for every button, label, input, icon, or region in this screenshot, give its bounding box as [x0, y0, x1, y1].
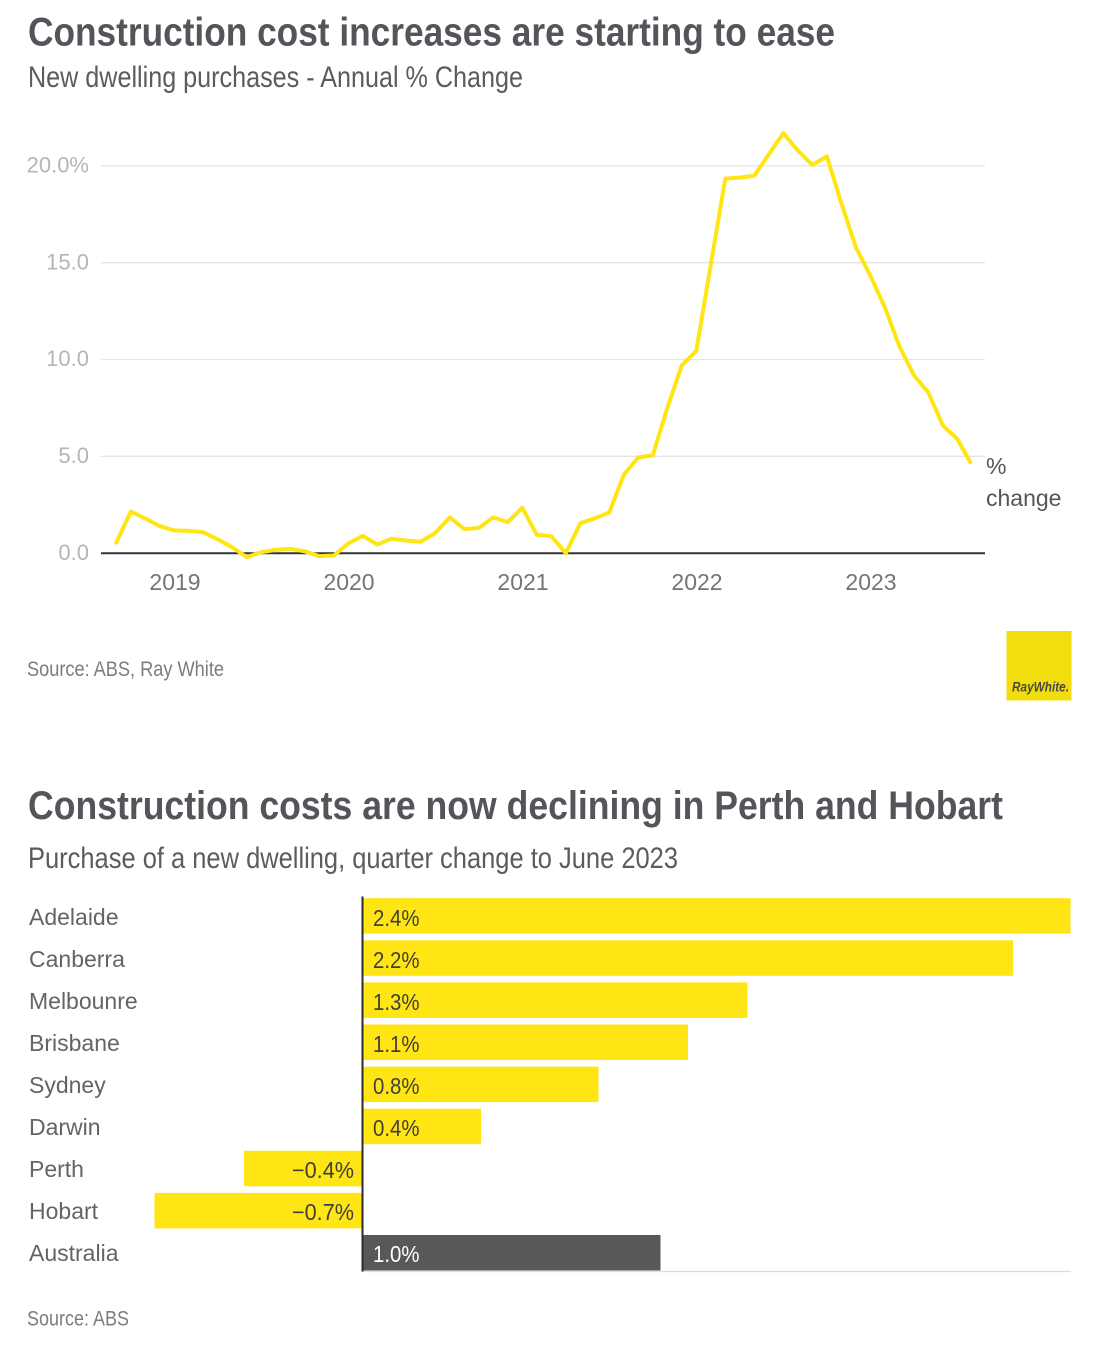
svg-text:0.8%: 0.8% [373, 1073, 420, 1099]
svg-text:%: % [986, 453, 1006, 479]
svg-text:0.4%: 0.4% [373, 1115, 420, 1141]
svg-text:Sydney: Sydney [29, 1072, 106, 1098]
svg-text:New dwelling purchases - Annua: New dwelling purchases - Annual % Change [28, 61, 523, 94]
svg-text:0.0: 0.0 [58, 540, 89, 565]
svg-text:2019: 2019 [149, 569, 200, 595]
svg-text:Hobart: Hobart [29, 1198, 99, 1224]
svg-text:Source: ABS: Source: ABS [27, 1308, 129, 1331]
svg-text:−0.4%: −0.4% [292, 1157, 354, 1183]
svg-text:Construction cost increases ar: Construction cost increases are starting… [28, 11, 835, 55]
svg-text:1.1%: 1.1% [373, 1031, 420, 1057]
svg-text:Darwin: Darwin [29, 1114, 101, 1140]
svg-text:change: change [986, 485, 1061, 511]
svg-text:Perth: Perth [29, 1156, 84, 1182]
svg-text:1.3%: 1.3% [373, 989, 420, 1015]
svg-text:15.0: 15.0 [46, 249, 89, 274]
svg-text:Source: ABS, Ray White: Source: ABS, Ray White [27, 658, 224, 681]
svg-text:Adelaide: Adelaide [29, 904, 119, 930]
svg-text:Purchase of a new dwelling, qu: Purchase of a new dwelling, quarter chan… [28, 842, 678, 875]
svg-text:2.2%: 2.2% [373, 947, 420, 973]
svg-text:2020: 2020 [323, 569, 374, 595]
svg-text:2021: 2021 [497, 569, 548, 595]
svg-text:2023: 2023 [845, 569, 896, 595]
svg-text:2022: 2022 [671, 569, 722, 595]
svg-text:−0.7%: −0.7% [292, 1199, 354, 1225]
svg-text:20.0%: 20.0% [27, 153, 89, 178]
svg-text:RayWhite.: RayWhite. [1012, 680, 1069, 695]
svg-text:Construction costs are now dec: Construction costs are now declining in … [28, 784, 1003, 828]
svg-text:2.4%: 2.4% [373, 905, 420, 931]
svg-text:Australia: Australia [29, 1240, 119, 1266]
svg-text:Melbounre: Melbounre [29, 988, 138, 1014]
svg-text:10.0: 10.0 [46, 346, 89, 371]
svg-text:Brisbane: Brisbane [29, 1030, 120, 1056]
svg-text:5.0: 5.0 [58, 443, 89, 468]
svg-text:1.0%: 1.0% [373, 1241, 420, 1267]
svg-text:Canberra: Canberra [29, 946, 125, 972]
